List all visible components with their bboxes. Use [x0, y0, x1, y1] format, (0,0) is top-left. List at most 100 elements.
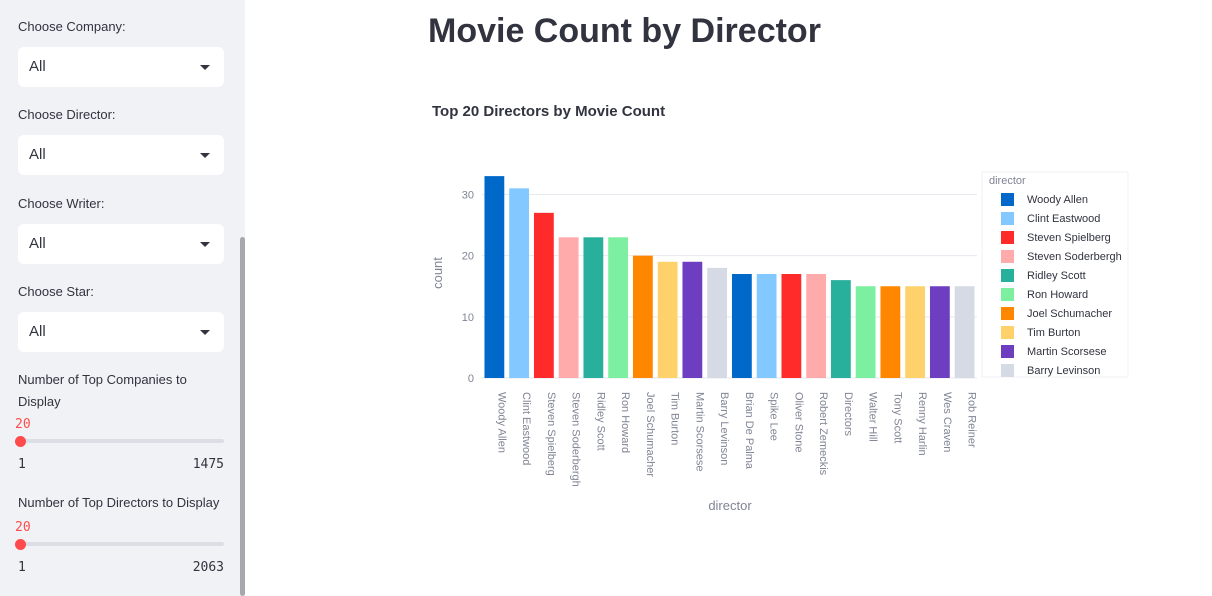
legend-swatch — [1001, 345, 1014, 358]
top-companies-slider-thumb[interactable] — [15, 436, 26, 447]
top-companies-slider-track[interactable] — [20, 439, 224, 443]
bar — [533, 212, 554, 378]
top-directors-label: Number of Top Directors to Display — [18, 495, 220, 510]
legend-swatch — [1001, 269, 1014, 282]
y-axis-title: count — [430, 257, 445, 289]
sidebar: Choose Company: All Choose Director: All… — [0, 0, 245, 596]
legend-title: director — [989, 175, 1026, 187]
sidebar-scrollbar[interactable] — [240, 237, 245, 596]
legend-item-label: Ridley Scott — [1027, 270, 1086, 282]
y-tick-label: 20 — [462, 251, 474, 263]
director-select-value: All — [29, 146, 46, 163]
x-tick-label: Spike Lee — [768, 392, 780, 441]
x-tick-label: Oliver Stone — [792, 392, 804, 453]
x-tick-label: Directors — [842, 392, 854, 437]
star-select[interactable]: All — [18, 312, 224, 352]
top-companies-label: Number of Top Companies to Display — [18, 369, 187, 413]
top-companies-label-line2: Display — [18, 394, 61, 409]
top-companies-slider-max: 1475 — [192, 457, 224, 472]
y-tick-label: 30 — [462, 189, 474, 201]
bar — [905, 286, 926, 378]
legend-swatch — [1001, 288, 1014, 301]
legend-item-label: Steven Soderbergh — [1027, 251, 1122, 263]
top-companies-label-line1: Number of Top Companies to — [18, 372, 187, 387]
chevron-down-icon — [200, 65, 210, 70]
bar — [583, 237, 604, 378]
bar — [929, 286, 950, 378]
legend-swatch — [1001, 193, 1014, 206]
director-select-label: Choose Director: — [18, 107, 116, 122]
legend-item-label: Joel Schumacher — [1027, 308, 1112, 320]
legend-swatch — [1001, 326, 1014, 339]
bar — [632, 255, 653, 378]
x-tick-label: Wes Craven — [941, 392, 953, 452]
x-tick-label: Clint Eastwood — [520, 392, 532, 465]
x-tick-label: Brian De Palma — [743, 392, 755, 470]
bar — [682, 261, 703, 378]
legend-swatch — [1001, 212, 1014, 225]
bar — [756, 274, 777, 378]
bar — [830, 280, 851, 378]
writer-select-label: Choose Writer: — [18, 196, 105, 211]
legend-item-label: Barry Levinson — [1027, 365, 1100, 377]
director-select[interactable]: All — [18, 135, 224, 175]
chevron-down-icon — [200, 153, 210, 158]
bar — [484, 176, 505, 378]
bar — [509, 188, 530, 378]
x-axis-title: director — [708, 498, 752, 513]
chart-title: Top 20 Directors by Movie Count — [432, 103, 666, 120]
legend-item-label: Tim Burton — [1027, 327, 1080, 339]
x-tick-label: Ridley Scott — [594, 392, 606, 451]
writer-select[interactable]: All — [18, 224, 224, 264]
bar — [608, 237, 629, 378]
legend-item-label: Martin Scorsese — [1027, 346, 1106, 358]
bar — [954, 286, 975, 378]
bar — [855, 286, 876, 378]
x-tick-label: Tony Scott — [891, 392, 903, 443]
legend-item-label: Woody Allen — [1027, 194, 1088, 206]
x-tick-label: Ron Howard — [619, 392, 631, 453]
legend-swatch — [1001, 364, 1014, 377]
top-directors-slider-thumb[interactable] — [15, 539, 26, 550]
bar — [880, 286, 901, 378]
chevron-down-icon — [200, 330, 210, 335]
legend-swatch — [1001, 250, 1014, 263]
x-tick-label: Robert Zemeckis — [817, 392, 829, 476]
bar — [731, 274, 752, 378]
legend-swatch — [1001, 307, 1014, 320]
star-select-value: All — [29, 323, 46, 340]
top-directors-slider-min: 1 — [18, 560, 26, 575]
y-tick-label: 10 — [462, 312, 474, 324]
x-tick-label: Martin Scorsese — [693, 392, 705, 471]
x-tick-label: Steven Soderbergh — [570, 392, 582, 487]
top-companies-slider-min: 1 — [18, 457, 26, 472]
top-directors-slider-max: 2063 — [192, 560, 224, 575]
legend-swatch — [1001, 231, 1014, 244]
x-tick-label: Renny Harlin — [916, 392, 928, 456]
company-select-value: All — [29, 58, 46, 75]
legend-item-label: Ron Howard — [1027, 289, 1088, 301]
legend-item-label: Clint Eastwood — [1027, 213, 1100, 225]
x-tick-label: Woody Allen — [495, 392, 507, 453]
x-tick-label: Rob Reiner — [966, 392, 978, 448]
x-tick-label: Joel Schumacher — [644, 392, 656, 477]
company-select[interactable]: All — [18, 47, 224, 87]
page-title: Movie Count by Director — [428, 12, 821, 50]
bar-chart: 0 10 20 30 Woody Allen Clint Eastwood Steven S… — [430, 171, 1129, 513]
bar — [558, 237, 579, 378]
x-tick-label: Steven Spielberg — [545, 392, 557, 476]
y-tick-label: 0 — [468, 373, 474, 385]
star-select-label: Choose Star: — [18, 284, 94, 299]
top-companies-slider-value: 20 — [15, 417, 31, 432]
x-tick-label: Barry Levinson — [718, 392, 730, 465]
company-select-label: Choose Company: — [18, 19, 126, 34]
legend-item-label: Steven Spielberg — [1027, 232, 1111, 244]
x-tick-label: Walter Hill — [867, 392, 879, 442]
x-tick-label: Tim Burton — [669, 392, 681, 445]
bar — [781, 274, 802, 378]
bar — [806, 274, 827, 378]
bar — [657, 261, 678, 378]
top-directors-slider-value: 20 — [15, 520, 31, 535]
writer-select-value: All — [29, 235, 46, 252]
top-directors-slider-track[interactable] — [20, 542, 224, 546]
